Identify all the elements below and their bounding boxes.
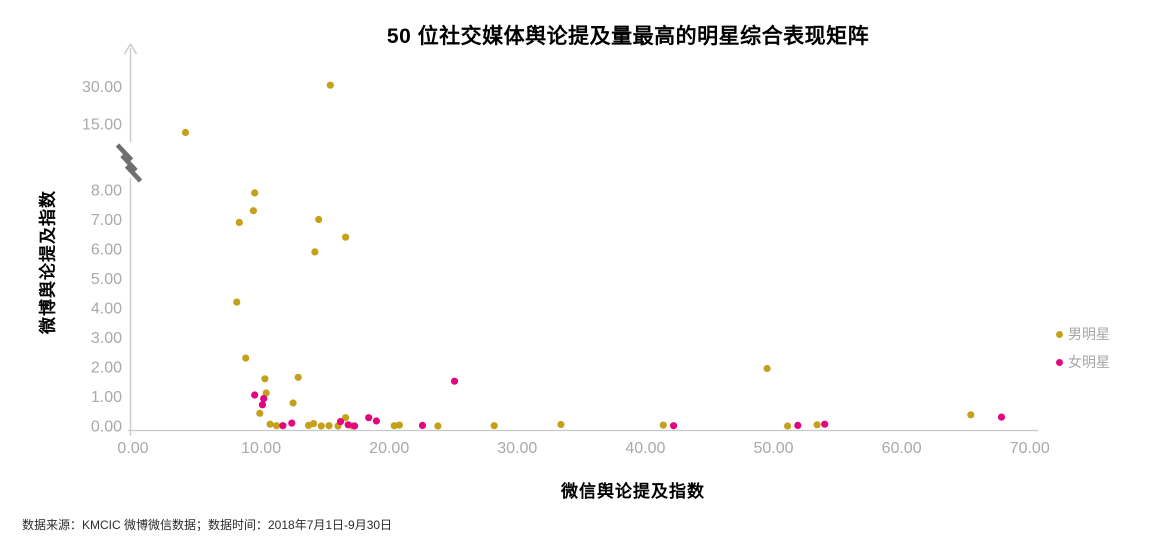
axis-break-icon — [115, 143, 134, 162]
scatter-point-female[interactable] — [670, 422, 678, 430]
scatter-point-male[interactable] — [262, 389, 270, 397]
y-tick-label: 6.00 — [91, 242, 122, 259]
scatter-point-male[interactable] — [261, 375, 269, 383]
scatter-point-male[interactable] — [256, 409, 264, 417]
y-tick-label: 5.00 — [91, 271, 122, 288]
scatter-point-male[interactable] — [326, 81, 334, 89]
x-tick-label: 0.00 — [117, 440, 148, 457]
axis-break-icon — [124, 164, 143, 183]
scatter-point-male[interactable] — [249, 207, 257, 215]
scatter-point-male[interactable] — [251, 189, 259, 197]
x-tick-label: 50.00 — [753, 440, 793, 457]
scatter-point-male[interactable] — [242, 354, 250, 362]
scatter-point-female[interactable] — [288, 419, 296, 427]
scatter-point-male[interactable] — [181, 128, 190, 137]
scatter-point-male[interactable] — [235, 218, 243, 226]
x-tick-label: 70.00 — [1010, 440, 1050, 457]
y-axis-arrowhead-icon — [129, 43, 138, 55]
scatter-point-female[interactable] — [260, 395, 268, 403]
scatter-point-male[interactable] — [266, 420, 274, 428]
scatter-point-female[interactable] — [365, 414, 373, 422]
scatter-point-male[interactable] — [289, 399, 297, 407]
y-tick-label: 2.00 — [91, 360, 122, 377]
scatter-point-male[interactable] — [310, 420, 318, 428]
y-tick-label: 15.00 — [82, 117, 122, 134]
scatter-point-male[interactable] — [317, 422, 325, 430]
x-tick-label: 60.00 — [882, 440, 922, 457]
y-tick-label: 4.00 — [91, 301, 122, 318]
chart-title: 50 位社交媒体舆论提及量最高的明星综合表现矩阵 — [386, 25, 870, 48]
x-tick-label: 40.00 — [625, 440, 665, 457]
scatter-point-female[interactable] — [997, 413, 1006, 421]
legend-label-male: 男明星 — [1068, 326, 1110, 342]
data-source-note: 数据来源：KMCIC 微博微信数据；数据时间：2018年7月1日-9月30日 — [22, 518, 393, 532]
scatter-point-female[interactable] — [279, 422, 287, 430]
scatter-point-female[interactable] — [344, 421, 352, 429]
scatter-point-female[interactable] — [794, 421, 802, 429]
scatter-point-male[interactable] — [233, 298, 241, 306]
female-series-marker-icon — [1056, 358, 1063, 366]
scatter-point-female[interactable] — [821, 420, 829, 428]
scatter-point-male[interactable] — [395, 421, 403, 429]
legend-label-female: 女明星 — [1068, 354, 1110, 370]
scatter-point-male[interactable] — [763, 364, 771, 373]
male-series-marker-icon — [1056, 330, 1063, 338]
scatter-point-male[interactable] — [784, 422, 792, 430]
scatter-point-female[interactable] — [418, 421, 427, 429]
scatter-point-male[interactable] — [813, 421, 821, 429]
scatter-point-female[interactable] — [351, 422, 359, 430]
scatter-point-female[interactable] — [372, 417, 380, 425]
scatter-point-male[interactable] — [294, 373, 302, 381]
y-axis-arrowhead-icon — [123, 43, 132, 55]
x-tick-label: 20.00 — [369, 440, 409, 457]
scatter-point-male[interactable] — [490, 422, 498, 430]
legend-item-female[interactable]: 女明星 — [1056, 348, 1110, 376]
scatter-point-male[interactable] — [325, 422, 333, 430]
scatter-point-male[interactable] — [315, 215, 323, 224]
scatter-point-female[interactable] — [251, 391, 259, 399]
scatter-point-female[interactable] — [336, 418, 345, 426]
y-tick-label: 0.00 — [91, 419, 122, 436]
y-tick-label: 7.00 — [91, 212, 122, 229]
legend-item-male[interactable]: 男明星 — [1056, 320, 1110, 348]
scatter-point-male[interactable] — [272, 422, 281, 430]
scatter-point-male[interactable] — [434, 422, 442, 430]
x-tick-label: 30.00 — [497, 440, 537, 457]
scatter-point-male[interactable] — [659, 421, 667, 429]
scatter-point-male[interactable] — [311, 248, 319, 256]
x-tick-label: 10.00 — [241, 440, 281, 457]
scatter-point-male[interactable] — [557, 420, 565, 429]
scatter-point-female[interactable] — [258, 401, 266, 409]
scatter-point-female[interactable] — [450, 377, 459, 385]
y-tick-label: 3.00 — [91, 330, 122, 347]
legend: 男明星 女明星 — [1056, 320, 1110, 376]
y-tick-label: 8.00 — [91, 183, 122, 200]
x-axis-title: 微信舆论提及指数 — [561, 482, 705, 501]
scatter-point-male[interactable] — [342, 414, 350, 422]
scatter-point-male[interactable] — [967, 411, 975, 419]
y-tick-label: 30.00 — [82, 79, 122, 96]
axis-break-icon — [120, 153, 138, 173]
y-tick-label: 1.00 — [91, 389, 122, 406]
scatter-point-male[interactable] — [342, 233, 350, 241]
